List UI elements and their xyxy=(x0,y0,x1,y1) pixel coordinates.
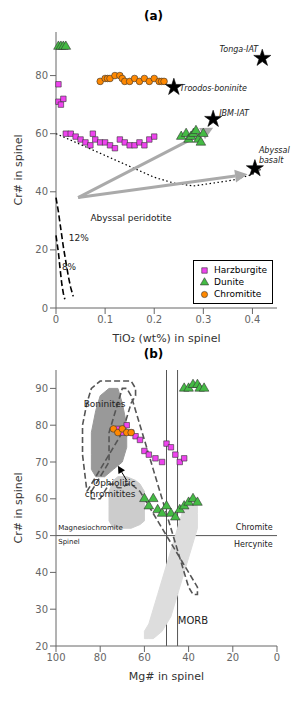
svg-text:TiO₂ (wt%) in spinel: TiO₂ (wt%) in spinel xyxy=(112,332,221,345)
svg-text:70: 70 xyxy=(35,457,48,468)
svg-text:8%: 8% xyxy=(62,262,77,272)
svg-text:Chromite: Chromite xyxy=(236,523,273,532)
svg-text:50: 50 xyxy=(35,530,48,541)
svg-text:20: 20 xyxy=(226,652,239,663)
svg-text:40: 40 xyxy=(35,567,48,578)
svg-text:Mg# in spinel: Mg# in spinel xyxy=(129,670,204,683)
html-text:Chromitite: Chromitite xyxy=(214,289,262,299)
svg-text:60: 60 xyxy=(35,493,48,504)
svg-text:Cr# in spinel: Cr# in spinel xyxy=(12,472,25,543)
svg-text:0.3: 0.3 xyxy=(195,314,211,325)
svg-text:Abyssalbasalt: Abyssalbasalt xyxy=(258,146,291,164)
svg-text:0: 0 xyxy=(274,652,280,663)
svg-text:Magnesiochromite: Magnesiochromite xyxy=(58,524,123,532)
html-text:(b): (b) xyxy=(143,347,164,361)
html-text:(a): (a) xyxy=(144,9,163,23)
svg-text:20: 20 xyxy=(35,244,48,255)
svg-text:80: 80 xyxy=(35,420,48,431)
svg-text:20: 20 xyxy=(35,641,48,652)
svg-text:80: 80 xyxy=(94,652,107,663)
html-text:Harzburgite: Harzburgite xyxy=(214,265,267,275)
svg-text:12%: 12% xyxy=(69,233,89,243)
svg-text:Ophioliticchromitites: Ophioliticchromitites xyxy=(85,479,136,499)
svg-text:Hercynite: Hercynite xyxy=(234,540,273,549)
svg-text:Boninites: Boninites xyxy=(84,399,126,409)
svg-text:0.4: 0.4 xyxy=(244,314,260,325)
svg-text:60: 60 xyxy=(138,652,151,663)
svg-text:30: 30 xyxy=(35,604,48,615)
svg-text:0.1: 0.1 xyxy=(97,314,113,325)
svg-text:40: 40 xyxy=(35,186,48,197)
svg-text:Abyssal peridotite: Abyssal peridotite xyxy=(90,213,172,223)
svg-text:80: 80 xyxy=(35,70,48,81)
svg-text:Spinel: Spinel xyxy=(58,538,80,546)
svg-text:Tonga-IAT: Tonga-IAT xyxy=(219,45,259,54)
svg-text:100: 100 xyxy=(46,652,65,663)
svg-text:Cr# in spinel: Cr# in spinel xyxy=(12,134,25,205)
svg-text:0: 0 xyxy=(53,314,59,325)
html-text:Dunite: Dunite xyxy=(214,277,244,287)
svg-text:90: 90 xyxy=(35,383,48,394)
svg-text:60: 60 xyxy=(35,128,48,139)
svg-text:0.2: 0.2 xyxy=(146,314,162,325)
svg-text:0: 0 xyxy=(42,303,48,314)
svg-text:Troodos-boninite: Troodos-boninite xyxy=(180,84,247,93)
svg-text:40: 40 xyxy=(182,652,195,663)
svg-text:MORB: MORB xyxy=(178,615,208,626)
svg-text:IBM-IAT: IBM-IAT xyxy=(219,109,250,118)
